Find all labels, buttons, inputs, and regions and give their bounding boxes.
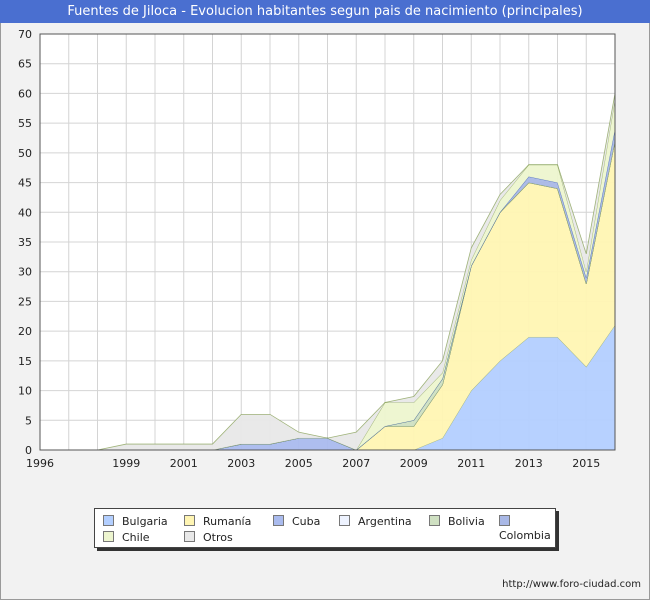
legend-label: Chile — [122, 531, 150, 544]
legend-swatch — [103, 531, 114, 542]
plot-border — [39, 33, 616, 451]
y-tick-label: 60 — [18, 87, 32, 100]
legend-item-rumanía: Rumanía — [184, 515, 251, 529]
legend-item-cuba: Cuba — [273, 515, 320, 529]
legend-item-bulgaria: Bulgaria — [103, 515, 168, 529]
legend-label: Cuba — [292, 515, 321, 528]
x-tick-label: 2003 — [227, 457, 255, 470]
x-tick-label: 2007 — [342, 457, 370, 470]
y-tick-label: 35 — [18, 236, 32, 249]
legend-swatch — [499, 515, 510, 526]
x-tick-label: 1996 — [26, 457, 54, 470]
legend: Bulgaria Rumanía Cuba Argentina Bolivia Colom… — [94, 508, 556, 548]
footer-url[interactable]: http://www.foro-ciudad.com — [502, 579, 641, 590]
series-area-rumanía — [97, 140, 615, 450]
y-tick-label: 30 — [18, 266, 32, 279]
x-tick-label: 2005 — [285, 457, 313, 470]
y-tick-label: 0 — [25, 444, 32, 457]
legend-swatch — [184, 531, 195, 542]
x-tick-label: 2013 — [515, 457, 543, 470]
y-tick-label: 70 — [18, 28, 32, 41]
y-tick-label: 65 — [18, 58, 32, 71]
chart-title: Fuentes de Jiloca - Evolucion habitantes… — [0, 0, 650, 23]
x-tick-label: 2011 — [457, 457, 485, 470]
x-tick-label: 1999 — [112, 457, 140, 470]
legend-item-chile: Chile — [103, 531, 150, 545]
legend-item-argentina: Argentina — [339, 515, 412, 529]
y-tick-label: 50 — [18, 147, 32, 160]
legend-swatch — [184, 515, 195, 526]
legend-label: Bolivia — [448, 515, 485, 528]
y-tick-label: 55 — [18, 117, 32, 130]
legend-swatch — [339, 515, 350, 526]
legend-label: Rumanía — [203, 515, 252, 528]
legend-item-otros: Otros — [184, 531, 233, 545]
y-tick-label: 40 — [18, 206, 32, 219]
series-line-otros — [97, 93, 616, 451]
x-tick-label: 2015 — [572, 457, 600, 470]
legend-label: Otros — [203, 531, 233, 544]
legend-item-bolivia: Bolivia — [429, 515, 485, 529]
legend-label: Colombia — [499, 529, 551, 542]
legend-swatch — [273, 515, 284, 526]
legend-swatch — [103, 515, 114, 526]
y-tick-label: 20 — [18, 325, 32, 338]
y-tick-label: 25 — [18, 295, 32, 308]
legend-swatch — [429, 515, 440, 526]
legend-item-colombia: Colombia — [499, 515, 555, 542]
x-tick-label: 2009 — [400, 457, 428, 470]
y-tick-label: 10 — [18, 385, 32, 398]
series-area-bulgaria — [97, 325, 615, 450]
legend-label: Bulgaria — [122, 515, 168, 528]
legend-label: Argentina — [358, 515, 412, 528]
y-tick-label: 5 — [25, 414, 32, 427]
y-tick-label: 15 — [18, 355, 32, 368]
x-tick-label: 2001 — [170, 457, 198, 470]
y-tick-label: 45 — [18, 177, 32, 190]
